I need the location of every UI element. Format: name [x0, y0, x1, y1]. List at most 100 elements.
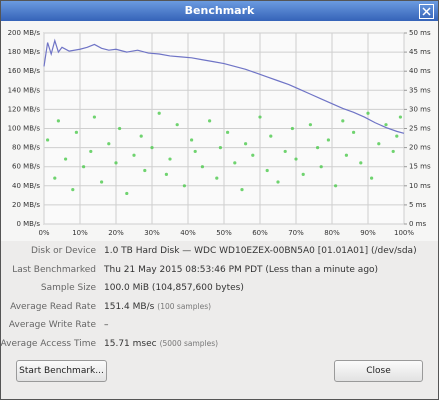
access-time-point	[56, 119, 61, 123]
access-time-point	[391, 149, 395, 154]
y-tick-label: 60 MB/s	[12, 163, 40, 171]
x-tick-label: 100%	[394, 229, 414, 237]
access-time-point	[218, 146, 222, 150]
access-time-point	[46, 138, 50, 142]
access-time-point	[233, 161, 237, 165]
y2-tick-label: 40 ms	[409, 67, 431, 75]
x-tick-label: 20%	[108, 229, 124, 237]
info-value: Thu 21 May 2015 08:53:46 PM PDT (Less th…	[104, 264, 379, 275]
y-tick-label: 120 MB/s	[8, 105, 41, 113]
access-time-point	[301, 172, 305, 176]
access-time-point	[395, 134, 399, 138]
access-time-point	[132, 153, 136, 157]
info-value: 1.0 TB Hard Disk — WDC WD10EZEX-00BN5A0 …	[104, 246, 417, 256]
access-time-point	[208, 119, 212, 123]
info-row: Disk or Device 1.0 TB Hard Disk — WDC WD1…	[1, 244, 438, 258]
info-value: 151.4 MB/s	[104, 301, 155, 312]
info-value-group: –	[104, 318, 109, 332]
info-label: Average Access Time	[0, 339, 96, 349]
close-button[interactable]: Close	[334, 360, 423, 382]
access-time-point	[118, 126, 122, 131]
access-time-point	[276, 180, 280, 184]
y-tick-label: 40 MB/s	[12, 182, 40, 190]
info-value-group: Thu 21 May 2015 08:53:46 PM PDT (Less th…	[104, 263, 378, 277]
access-time-point	[290, 126, 294, 131]
access-time-point	[319, 165, 323, 169]
access-time-point	[143, 168, 147, 173]
access-time-point	[92, 115, 96, 119]
info-label: Average Write Rate	[8, 320, 96, 331]
access-time-point	[175, 123, 179, 127]
access-time-point	[240, 188, 244, 192]
y2-tick-label: 0 ms	[409, 220, 426, 228]
start-benchmark-button[interactable]: Start Benchmark...	[16, 360, 107, 382]
y-tick-label: 80 MB/s	[12, 144, 40, 152]
access-time-point	[125, 191, 129, 196]
info-value-group: 100.0 MiB (104,857,600 bytes)	[104, 281, 244, 295]
access-time-point	[251, 153, 255, 157]
access-time-point	[384, 123, 388, 127]
info-value: 15.71 msec	[104, 339, 157, 349]
info-row: Last Benchmarked Thu 21 May 2015 08:53:46…	[1, 263, 438, 277]
x-tick-label: 10%	[72, 229, 88, 237]
access-time-point	[139, 134, 143, 138]
x-tick-label: 60%	[252, 229, 268, 237]
info-value-group: 151.4 MB/s (100 samples)	[104, 300, 211, 314]
access-time-point	[89, 149, 93, 154]
access-time-point	[107, 142, 111, 146]
x-tick-label: 70%	[288, 229, 304, 237]
access-time-point	[344, 153, 348, 157]
access-time-point	[366, 111, 370, 115]
access-time-point	[150, 146, 154, 150]
access-time-point	[326, 138, 330, 142]
y-tick-label: 0 MB/s	[16, 220, 40, 228]
info-value: 100.0 MiB (104,857,600 bytes)	[104, 283, 244, 294]
y2-tick-label: 30 ms	[409, 105, 431, 113]
y2-tick-label: 15 ms	[409, 163, 431, 171]
info-row: Average Write Rate –	[1, 318, 438, 332]
y2-tick-label: 5 ms	[409, 201, 426, 209]
access-time-point	[283, 149, 287, 154]
access-time-point	[71, 188, 75, 192]
access-time-point	[244, 142, 248, 146]
y-tick-label: 180 MB/s	[8, 48, 41, 56]
access-time-point	[308, 123, 312, 127]
access-time-point	[64, 157, 68, 161]
info-row: Average Access Time 15.71 msec (5000 sampl…	[1, 337, 438, 351]
access-time-point	[164, 172, 168, 176]
info-note: (5000 samples)	[159, 339, 219, 348]
access-time-point	[341, 119, 345, 123]
access-time-point	[190, 138, 194, 142]
y2-tick-label: 50 ms	[409, 29, 431, 37]
info-row: Average Read Rate 151.4 MB/s (100 samples)	[1, 300, 438, 314]
access-time-point	[226, 130, 230, 134]
x-tick-label: 80%	[324, 229, 340, 237]
x-tick-label: 30%	[144, 229, 160, 237]
window-title: Benchmark	[184, 4, 255, 17]
title-bar: Benchmark	[1, 1, 438, 21]
access-time-point	[352, 130, 356, 134]
access-time-point	[294, 157, 298, 161]
y2-tick-label: 45 ms	[409, 48, 431, 56]
access-time-point	[316, 146, 320, 150]
close-icon[interactable]	[419, 4, 434, 19]
access-time-point	[53, 176, 57, 180]
access-time-point	[215, 176, 219, 180]
access-time-point	[370, 176, 374, 180]
x-tick-label: 50%	[216, 229, 232, 237]
info-label: Average Read Rate	[10, 301, 96, 312]
access-time-point	[114, 161, 118, 165]
access-time-point	[398, 115, 402, 119]
info-label: Sample Size	[40, 283, 96, 294]
info-label: Last Benchmarked	[12, 264, 96, 275]
x-tick-label: 0%	[38, 229, 49, 237]
info-value-group: 1.0 TB Hard Disk — WDC WD10EZEX-00BN5A0 …	[104, 244, 417, 258]
y-tick-label: 140 MB/s	[8, 86, 41, 94]
access-time-point	[258, 115, 262, 119]
read-rate-line	[43, 38, 405, 134]
y-tick-label: 20 MB/s	[12, 201, 40, 209]
y-tick-label: 160 MB/s	[8, 67, 41, 75]
access-time-point	[200, 165, 204, 169]
access-time-point	[168, 157, 172, 161]
